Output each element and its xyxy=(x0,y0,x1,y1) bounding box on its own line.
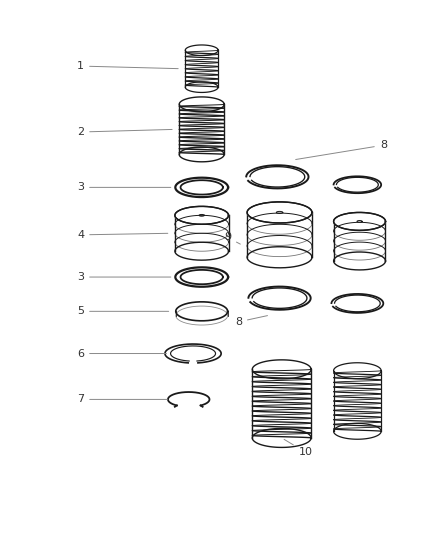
Text: 8: 8 xyxy=(235,316,268,327)
Polygon shape xyxy=(247,202,312,223)
Polygon shape xyxy=(247,213,312,257)
Text: 10: 10 xyxy=(284,439,312,457)
Text: 8: 8 xyxy=(296,140,387,159)
Polygon shape xyxy=(334,213,385,230)
Text: 3: 3 xyxy=(77,182,171,192)
Text: 5: 5 xyxy=(77,306,169,316)
Text: 4: 4 xyxy=(77,230,168,240)
Text: 2: 2 xyxy=(77,127,172,137)
Text: 7: 7 xyxy=(77,394,167,405)
Polygon shape xyxy=(175,215,229,251)
Polygon shape xyxy=(175,206,229,224)
Text: 1: 1 xyxy=(77,61,178,71)
Text: 3: 3 xyxy=(77,272,171,282)
Text: 6: 6 xyxy=(77,349,166,359)
Text: 9: 9 xyxy=(224,232,240,244)
Polygon shape xyxy=(334,221,385,261)
